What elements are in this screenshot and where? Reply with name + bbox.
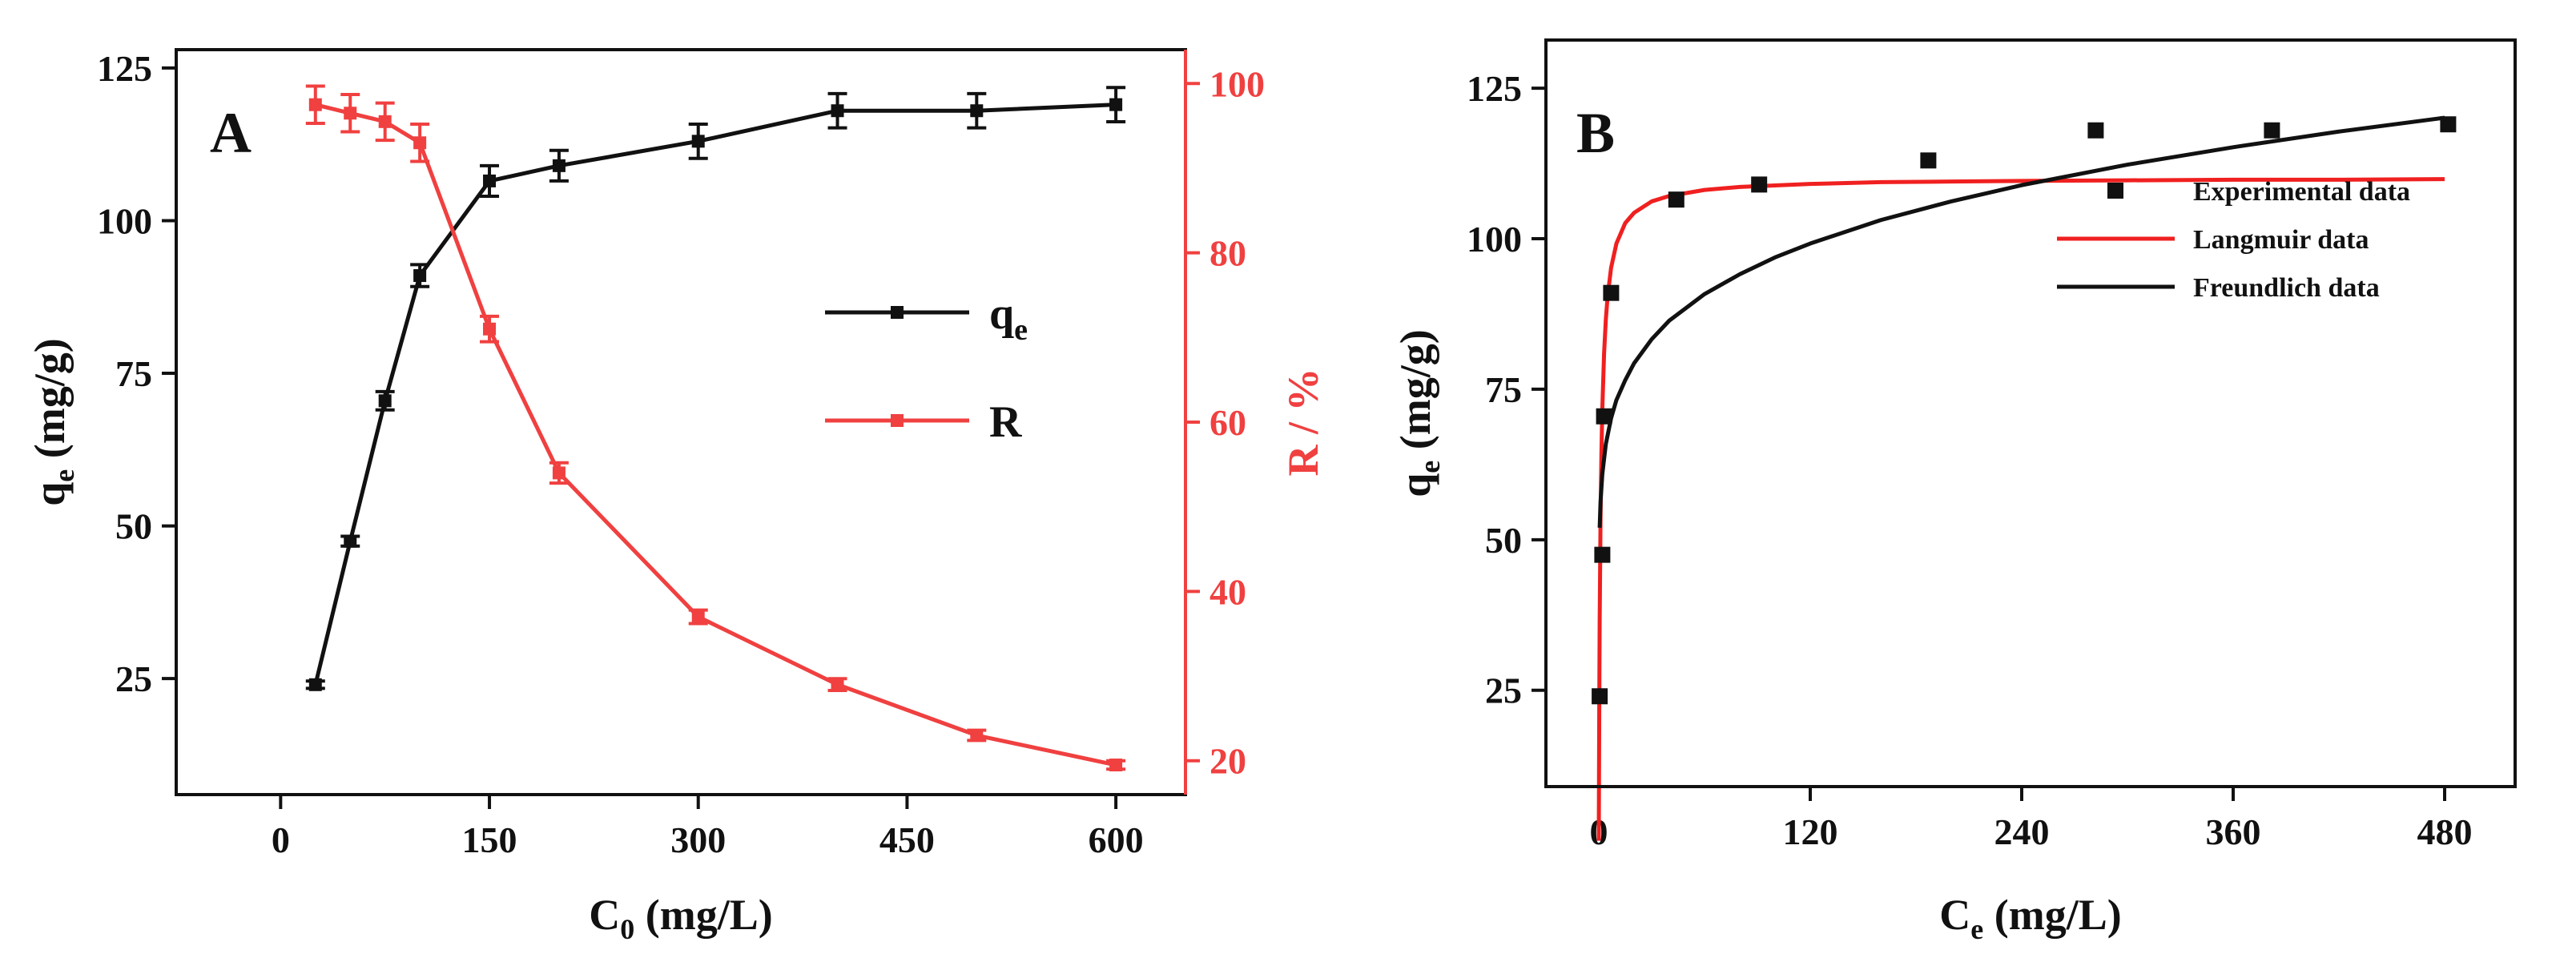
panel-a-y2-tick-label: 80 [1210,233,1246,274]
panel-b-data-point [1596,408,1612,425]
panel-a-series [305,84,1126,772]
panel-a-x-axis-title: C0 (mg/L) [589,891,772,945]
panel-b-legend-marker [2107,183,2123,199]
panel-b-data-point [1751,176,1768,193]
panel-a-x-tick-label: 450 [879,819,935,860]
panel-a-y2-tick-label: 60 [1210,402,1246,443]
panel-a-data-point [970,104,984,118]
panel-b-legend-label: Experimental data [2193,177,2410,207]
panel-b-data-point [2440,116,2457,133]
panel-a-x-tick-label: 300 [670,819,726,860]
panel-b-y-tick-label: 50 [1485,520,1522,561]
panel-a-data-point [691,610,705,624]
panel-b-series [1592,115,2457,841]
panel-b-legend-label: Freundlich data [2193,273,2380,303]
panel-a-ticks: 0 150 300 450 600 25 50 75 100 125 20 40 60 80 100 [97,48,1265,860]
panel-b-y-tick-label: 125 [1467,68,1522,109]
panel-a-data-point [552,466,566,480]
panel-a-data-point [378,115,392,128]
panel-a-data-point [831,104,844,118]
panel-b-legend: Experimental data Langmuir data Freundlich… [2057,177,2410,303]
panel-a-y2-tick-label: 40 [1210,571,1246,612]
panel-b-data-point [1603,284,1620,301]
panel-a-data-point [831,678,844,691]
panel-a-legend-marker [891,306,904,319]
panel-b-x-axis-title: Ce (mg/L) [1939,891,2121,945]
panel-a-y-tick-label: 100 [97,200,152,241]
panel-a-data-point [483,322,497,336]
panel-a-data-point [308,98,322,111]
panel-a-legend-label-subscript: e [1014,313,1028,347]
panel-a-data-point [378,394,392,408]
panel-a-data-point [691,135,705,148]
panel-b-data-point [1594,546,1611,563]
panel-b-y-axis-title: qe (mg/g) [1391,329,1446,497]
panel-a-plot-frame [175,48,1187,796]
panel-a-series-line-qe [313,103,1117,686]
panel-b-data-point [1920,152,1937,169]
panel-b-y-tick-label: 75 [1485,369,1522,410]
panel-a-data-point [970,729,984,743]
panel-b-data-point [1668,191,1684,208]
panel-a-legend-label: qe [989,289,1028,347]
panel-b-x-tick-label: 360 [2206,811,2261,852]
panel-a-legend-marker [891,414,904,427]
panel-a-x-tick-label: 150 [462,819,517,860]
panel-b-y-tick-label: 100 [1467,219,1522,260]
panel-b-x-tick-label: 120 [1783,811,1838,852]
panel-a-legend-label: R [989,397,1022,447]
panel-a-y2-tick-label: 100 [1210,63,1265,104]
panel-b-legend-label: Langmuir data [2193,225,2369,255]
panel-a-y2-tick-label: 20 [1210,741,1246,782]
panel-a-series-line-R [315,103,1117,767]
panel-a-y2-axis-title: R / % [1279,368,1327,477]
panel-b-x-tick-label: 240 [1994,811,2050,852]
panel-a-y-axis-title: qe (mg/g) [26,338,80,505]
panel-b-data-point [2087,122,2104,139]
panel-a-data-point [552,159,566,172]
panel-a-data-point [1109,98,1123,111]
panel-a-x-tick-label: 600 [1089,819,1144,860]
panel-a-chart: 0 150 300 450 600 25 50 75 100 125 20 40 60 80 100 A q… [26,48,1327,945]
panel-b-letter: B [1576,101,1615,165]
panel-a-x-tick-label: 0 [272,819,290,860]
panel-b-plot-frame [1544,38,2517,788]
panel-a-data-point [344,107,357,120]
panel-a-data-point [344,534,357,548]
panel-b-curve-langmuir [1596,177,2445,841]
panel-a-y-tick-label: 25 [115,658,152,699]
panel-a-y-tick-label: 75 [115,353,152,394]
panel-b-data-point [1592,688,1608,705]
panel-a-data-point [1109,759,1123,772]
panel-a-y-tick-label: 50 [115,506,152,547]
panel-a-y-tick-label: 125 [97,48,152,89]
panel-b-y-tick-label: 25 [1485,670,1522,711]
panel-a-legend: qe R [825,289,1028,447]
panel-a-data-point [308,678,322,691]
panel-a-letter: A [210,101,252,165]
panel-a-data-point [413,269,427,283]
panel-b-x-tick-label: 480 [2417,811,2473,852]
panel-b-data-point [2264,122,2280,139]
panel-a-data-point [483,174,497,187]
panel-a-data-point [413,136,427,150]
panel-b-curve-freundlich [1597,115,2445,528]
